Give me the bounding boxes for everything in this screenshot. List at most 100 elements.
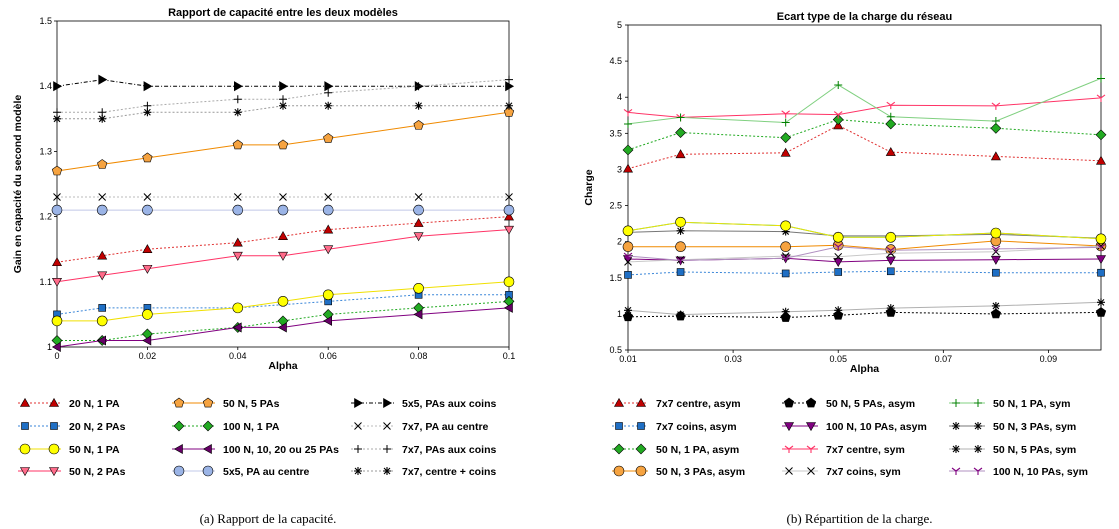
data-point [622, 241, 634, 253]
data-point [623, 108, 633, 117]
legend-label: 20 N, 2 PAs [69, 421, 126, 433]
data-point [886, 304, 895, 313]
legend-label: 50 N, 3 PAs, sym [993, 421, 1076, 433]
data-point [1095, 155, 1107, 165]
data-point [886, 246, 896, 255]
data-point [623, 252, 633, 261]
data-point [414, 101, 423, 110]
data-point [51, 341, 61, 353]
data-point [142, 264, 153, 274]
data-point [322, 289, 334, 301]
data-point [277, 139, 289, 150]
x-tick-label: 0.01 [619, 354, 637, 364]
series-3 [51, 276, 515, 327]
data-point [96, 315, 108, 327]
data-point [51, 277, 63, 287]
y-tick-label: 1.1 [39, 277, 52, 287]
legend-marker [383, 397, 393, 409]
data-point [143, 108, 152, 117]
legend-marker [173, 443, 183, 455]
data-point [624, 258, 632, 266]
y-tick-label: 3 [617, 164, 622, 174]
data-point [505, 101, 513, 110]
data-point [324, 88, 333, 97]
series-3 [622, 114, 1107, 156]
data-point [505, 193, 513, 201]
data-point [676, 255, 685, 264]
data-point [885, 118, 897, 130]
legend-label: 7x7, PAs aux coins [402, 444, 497, 456]
data-point [1095, 233, 1107, 245]
data-point [277, 296, 289, 307]
data-point [991, 117, 1000, 126]
legend-marker [19, 397, 31, 407]
series-12 [624, 298, 1105, 319]
legend-label: 7x7 coins, asym [656, 421, 737, 433]
data-point [277, 231, 289, 240]
x-tick-label: 0.02 [139, 351, 157, 361]
data-point [990, 255, 1001, 265]
data-point [51, 315, 63, 327]
x-tick-label: 0.07 [935, 354, 953, 364]
legend-marker [783, 422, 795, 432]
data-point [886, 112, 895, 121]
data-point [323, 224, 334, 234]
legend-marker [952, 445, 960, 453]
y-tick-label: 1.5 [609, 273, 622, 283]
legend-label: 7x7, PA au centre [402, 421, 489, 433]
legend-label: 5x5, PA au centre [223, 466, 310, 478]
legend-marker [354, 397, 364, 409]
data-point [324, 193, 333, 201]
data-point [834, 268, 843, 276]
legend-marker [383, 467, 391, 475]
data-point [324, 81, 334, 92]
legend-marker [637, 422, 645, 430]
data-point [413, 232, 424, 242]
data-point [143, 193, 152, 201]
data-point [142, 309, 153, 320]
data-point [622, 225, 634, 237]
data-point [1095, 129, 1107, 141]
legend-marker [173, 420, 185, 432]
data-point [232, 204, 244, 216]
data-point [781, 269, 790, 278]
data-point [675, 127, 686, 139]
data-point [833, 111, 843, 119]
data-point [279, 101, 287, 110]
legend-marker [807, 467, 815, 475]
data-point [834, 306, 843, 315]
data-point [886, 101, 896, 110]
x-tick-label: 0.1 [503, 351, 516, 361]
y-tick-label: 1.5 [39, 16, 52, 26]
legend-item: 5x5, PA au centre [172, 465, 310, 478]
data-point [676, 226, 685, 235]
data-point [990, 227, 1002, 239]
data-point [505, 81, 515, 92]
legend-item: 50 N, 1 PA, asym [612, 443, 739, 456]
chart-panel-2: Ecart type de la charge du réseau 0.5 1 1.5… [583, 11, 1107, 526]
data-point [780, 220, 791, 232]
data-point [622, 311, 634, 322]
x-tick-label: 0.06 [319, 351, 337, 361]
legend-marker [951, 467, 961, 475]
data-point [53, 193, 61, 201]
legend-marker [173, 397, 185, 408]
series-line [56, 216, 510, 263]
data-point [98, 114, 107, 123]
legend-label: 50 N, 5 PAs, asym [826, 398, 915, 410]
data-point [277, 204, 289, 216]
series-line [627, 246, 1102, 261]
y-tick-label: 1.4 [39, 81, 52, 91]
legend-marker [48, 443, 60, 455]
y-tick-label: 1 [47, 342, 52, 352]
chart-title: Ecart type de la charge du réseau [777, 11, 952, 23]
legend-item: 7x7 centre, asym [612, 397, 741, 410]
legend-marker [354, 422, 362, 430]
legend-item: 50 N, 1 PA [18, 443, 120, 456]
series-5 [51, 106, 515, 176]
legend-item: 100 N, 1 PA [172, 420, 280, 433]
y-tick-label: 1.3 [39, 146, 52, 156]
series-line [57, 281, 510, 322]
legend-label: 20 N, 1 PA [69, 398, 120, 410]
